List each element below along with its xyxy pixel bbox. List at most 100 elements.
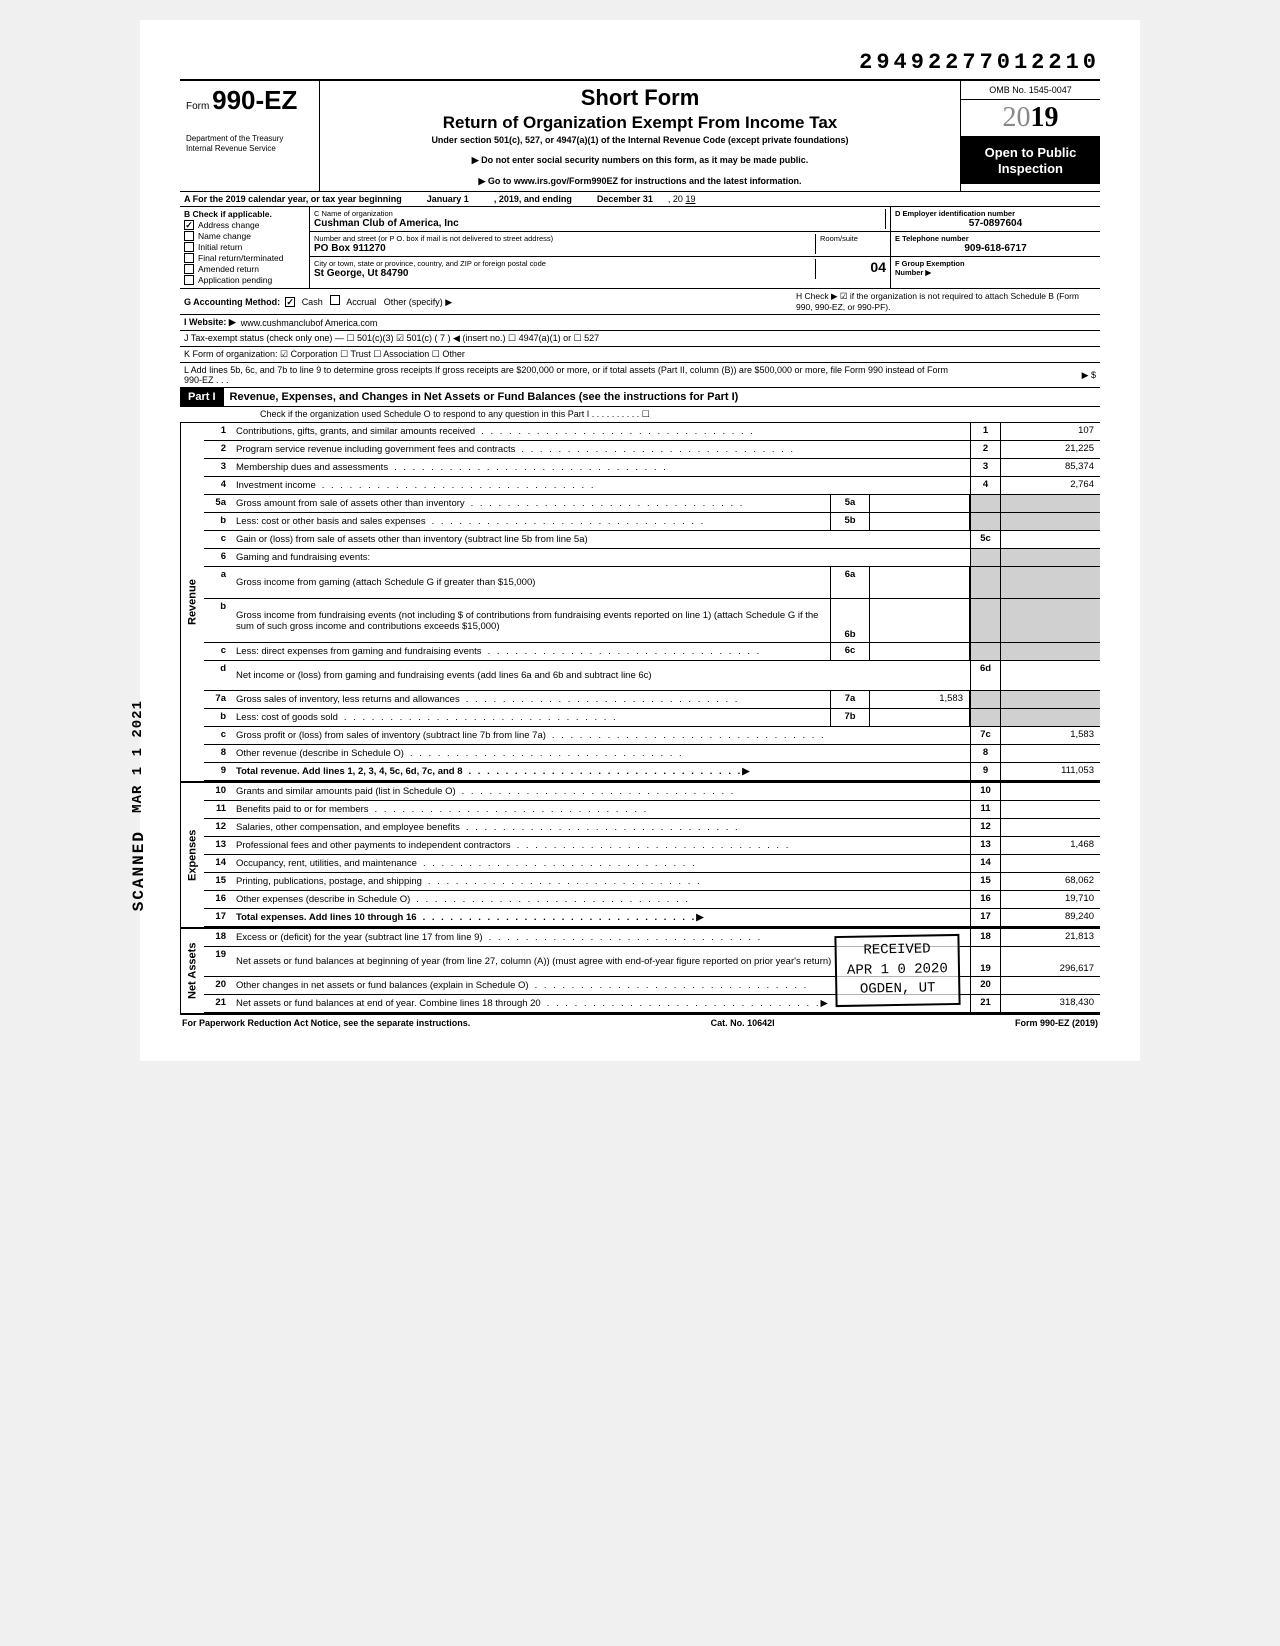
- footer-right: Form 990-EZ (2019): [1015, 1018, 1098, 1028]
- D-ein-label: D Employer identification number: [895, 209, 1096, 218]
- l6-v: [1000, 549, 1100, 566]
- l3-v: 85,374: [1000, 459, 1100, 476]
- l6b-desc: Gross income from fundraising events (no…: [236, 610, 826, 632]
- l17-num: 17: [204, 909, 232, 926]
- l6a-e: [970, 567, 1000, 598]
- l5a-m: 5a: [830, 495, 870, 512]
- l6a-v: [1000, 567, 1100, 598]
- l16-desc: Other expenses (describe in Schedule O): [236, 894, 410, 905]
- l6d-v: [1000, 661, 1100, 690]
- L-arrow: ▶ $: [956, 370, 1096, 381]
- G-label: G Accounting Method:: [184, 297, 280, 307]
- line-J: J Tax-exempt status (check only one) — ☐…: [180, 331, 1100, 347]
- l5b-e: [970, 513, 1000, 530]
- l14-num: 14: [204, 855, 232, 872]
- section-BCD: B Check if applicable. Address change Na…: [180, 207, 1100, 289]
- l7a-e: [970, 691, 1000, 708]
- form-page: 29492277012210 Form 990-EZ Department of…: [140, 20, 1140, 1061]
- G-accrual: Accrual: [346, 297, 376, 307]
- part1-check: Check if the organization used Schedule …: [180, 407, 1100, 423]
- title-main: Return of Organization Exempt From Incom…: [328, 113, 952, 133]
- chk-address-change[interactable]: [184, 220, 194, 230]
- chk-accrual[interactable]: [330, 295, 340, 305]
- C-city-value: St George, Ut 84790: [314, 268, 811, 279]
- l8-v: [1000, 745, 1100, 762]
- l2-v: 21,225: [1000, 441, 1100, 458]
- chk-initial[interactable]: [184, 242, 194, 252]
- form-prefix: Form: [186, 101, 209, 112]
- l12-desc: Salaries, other compensation, and employ…: [236, 822, 460, 833]
- l2-num: 2: [204, 441, 232, 458]
- right-header-box: OMB No. 1545-0047 2019 Open to Public In…: [960, 81, 1100, 191]
- instr-no-ssn: ▶ Do not enter social security numbers o…: [328, 155, 952, 166]
- J-text: J Tax-exempt status (check only one) — ☐…: [184, 333, 599, 344]
- form-header: Form 990-EZ Department of the Treasury I…: [180, 79, 1100, 192]
- lineA-yy: 19: [685, 194, 695, 204]
- revenue-side-label: Revenue: [180, 423, 204, 781]
- line-I: I Website: ▶ www.cushmanclubof America.c…: [180, 315, 1100, 331]
- l14-e: 14: [970, 855, 1000, 872]
- l18-num: 18: [204, 929, 232, 946]
- stamp-received-loc: OGDEN, UT: [847, 979, 948, 1000]
- scan-date-stamp: MAR 1 1 2021: [130, 700, 146, 813]
- chk-pending[interactable]: [184, 275, 194, 285]
- netassets-section: Net Assets 18Excess or (deficit) for the…: [180, 929, 1100, 1015]
- chk-final[interactable]: [184, 253, 194, 263]
- col-C: C Name of organization Cushman Club of A…: [310, 207, 890, 288]
- l15-desc: Printing, publications, postage, and shi…: [236, 876, 422, 887]
- line-G-H: G Accounting Method: Cash Accrual Other …: [180, 289, 1100, 315]
- omb-number: OMB No. 1545-0047: [961, 81, 1100, 100]
- l4-e: 4: [970, 477, 1000, 494]
- footer-left: For Paperwork Reduction Act Notice, see …: [182, 1018, 470, 1028]
- C-city-label: City or town, state or province, country…: [314, 259, 811, 268]
- l6d-num: d: [204, 661, 232, 690]
- l18-e: 18: [970, 929, 1000, 946]
- lineA-prefix: A For the 2019 calendar year, or tax yea…: [184, 194, 402, 204]
- l5c-v: [1000, 531, 1100, 548]
- l7a-v: [1000, 691, 1100, 708]
- B-initial: Initial return: [198, 242, 242, 252]
- l5a-e: [970, 495, 1000, 512]
- l6-desc: Gaming and fundraising events:: [236, 552, 370, 563]
- l10-num: 10: [204, 783, 232, 800]
- document-number: 29492277012210: [180, 50, 1100, 75]
- l8-num: 8: [204, 745, 232, 762]
- col-D: D Employer identification number 57-0897…: [890, 207, 1100, 288]
- chk-cash[interactable]: [285, 297, 295, 307]
- l7c-v: 1,583: [1000, 727, 1100, 744]
- l19-num: 19: [204, 947, 232, 976]
- l16-v: 19,710: [1000, 891, 1100, 908]
- chk-amended[interactable]: [184, 264, 194, 274]
- l5c-e: 5c: [970, 531, 1000, 548]
- l5b-mv: [870, 513, 970, 530]
- open-public: Open to Public Inspection: [961, 137, 1100, 184]
- l15-e: 15: [970, 873, 1000, 890]
- tax-year: 2019: [961, 100, 1100, 137]
- lineA-end: December 31: [597, 194, 653, 204]
- l12-e: 12: [970, 819, 1000, 836]
- l1-num: 1: [204, 423, 232, 440]
- l6-e: [970, 549, 1000, 566]
- l5b-num: b: [204, 513, 232, 530]
- l9-arrow: ▶: [742, 766, 749, 777]
- l11-num: 11: [204, 801, 232, 818]
- l12-v: [1000, 819, 1100, 836]
- part1-row: Part I Revenue, Expenses, and Changes in…: [180, 388, 1100, 407]
- l11-e: 11: [970, 801, 1000, 818]
- l19-v: 296,617: [1000, 947, 1100, 976]
- l7c-desc: Gross profit or (loss) from sales of inv…: [236, 730, 546, 741]
- l6c-m: 6c: [830, 643, 870, 660]
- l3-num: 3: [204, 459, 232, 476]
- l16-num: 16: [204, 891, 232, 908]
- l3-desc: Membership dues and assessments: [236, 462, 388, 473]
- chk-name-change[interactable]: [184, 231, 194, 241]
- l4-v: 2,764: [1000, 477, 1100, 494]
- l16-e: 16: [970, 891, 1000, 908]
- col-B: B Check if applicable. Address change Na…: [180, 207, 310, 288]
- l2-desc: Program service revenue including govern…: [236, 444, 515, 455]
- l5b-v: [1000, 513, 1100, 530]
- D-ein-value: 57-0897604: [895, 218, 1096, 229]
- D-group-label: F Group Exemption: [895, 259, 965, 268]
- part1-label: Part I: [180, 388, 224, 406]
- l17-arrow: ▶: [696, 912, 703, 923]
